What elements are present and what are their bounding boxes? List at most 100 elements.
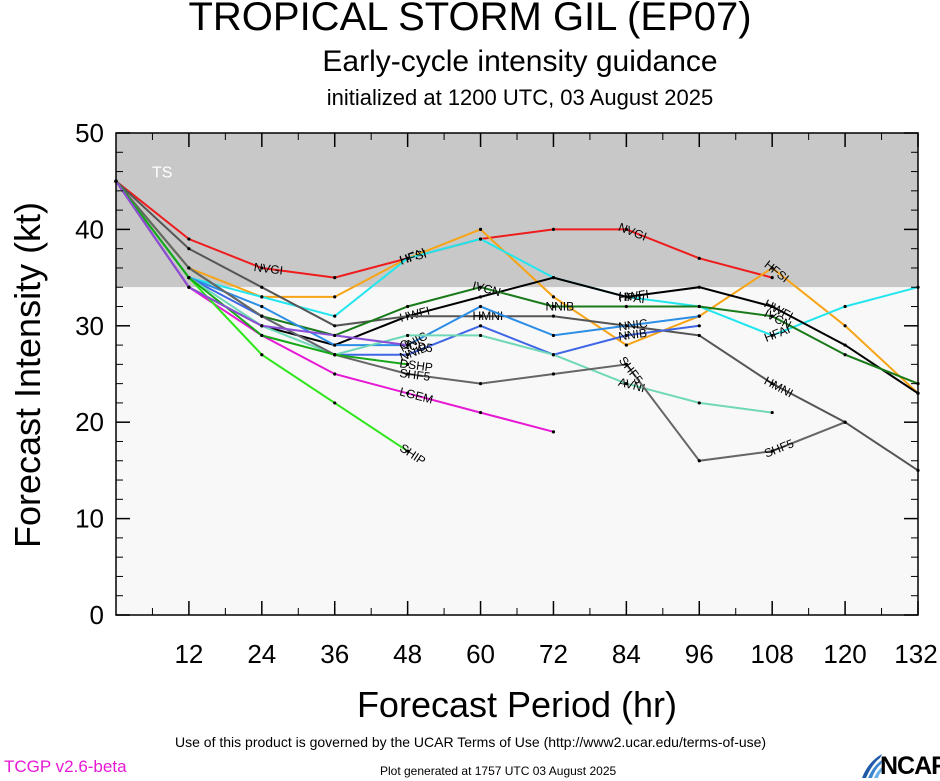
- axes: 0 10 20 30 40 50 12 24 36 48 60 72 84 96 108 120 132: [75, 118, 938, 669]
- data-point: [333, 324, 337, 328]
- series-line: [115, 180, 919, 337]
- x-tick-label: 36: [320, 639, 349, 669]
- data-point: [770, 266, 774, 270]
- data-point: [333, 401, 337, 405]
- data-point: [478, 410, 483, 415]
- data-point: [187, 247, 191, 251]
- data-point: [551, 314, 556, 318]
- data-point: [551, 333, 556, 338]
- data-point: [770, 333, 774, 338]
- data-point: [624, 333, 628, 338]
- data-point: [478, 227, 483, 231]
- data-point: [187, 276, 191, 280]
- data-point: [697, 324, 701, 328]
- band-0: [116, 133, 918, 288]
- data-point: [770, 304, 774, 309]
- data-point: [260, 333, 264, 338]
- data-point: [406, 314, 410, 318]
- data-point: [333, 314, 337, 318]
- data-point: [478, 237, 483, 241]
- data-point: [843, 304, 847, 309]
- series-label: DSHP: [399, 356, 434, 374]
- y-tick-label: 30: [75, 311, 104, 341]
- series-label: NNIC: [618, 316, 649, 334]
- series-label: HFAI: [618, 289, 646, 306]
- data-point: [697, 285, 701, 289]
- x-tick-label: 132: [894, 639, 937, 669]
- ncar-logo: NCAR: [860, 752, 940, 780]
- data-point: [333, 372, 337, 376]
- data-point: [260, 353, 264, 357]
- data-point: [478, 314, 483, 318]
- data-point: [406, 391, 410, 395]
- data-point: [624, 362, 628, 366]
- data-point: [406, 372, 410, 376]
- x-axis-label: Forecast Period (hr): [357, 684, 677, 725]
- data-point: [770, 449, 774, 453]
- data-point: [843, 343, 847, 347]
- x-tick-label: 24: [247, 639, 276, 669]
- data-point: [624, 324, 628, 328]
- version-text: TCGP v2.6-beta: [4, 757, 127, 776]
- x-tick-label: 84: [612, 639, 641, 669]
- terms-of-use-text: Use of this product is governed by the U…: [175, 734, 767, 750]
- data-point: [406, 449, 410, 453]
- data-point: [406, 362, 410, 366]
- data-point: [697, 459, 701, 463]
- data-point: [697, 314, 701, 318]
- data-point: [187, 266, 191, 270]
- data-point: [551, 304, 556, 309]
- data-point: [697, 401, 701, 405]
- data-point: [260, 266, 264, 270]
- data-point: [333, 353, 337, 357]
- x-tick-label: 120: [823, 639, 866, 669]
- x-tick-label: 72: [539, 639, 568, 669]
- data-point: [551, 295, 556, 299]
- y-axis-label: Forecast Intensity (kt): [7, 202, 48, 548]
- data-point: [333, 276, 337, 280]
- data-point: [333, 333, 337, 338]
- data-point: [624, 382, 628, 386]
- ncar-logo-word: NCAR: [880, 752, 940, 780]
- data-point: [260, 314, 264, 318]
- series-label: NNIB: [618, 326, 648, 344]
- series-label: OCD5: [399, 337, 434, 355]
- series-label: HMNI: [473, 309, 504, 323]
- series-label: HWFI: [618, 287, 650, 305]
- band-label: TS: [152, 165, 172, 182]
- chart-init-line: initialized at 1200 UTC, 03 August 2025: [326, 85, 714, 110]
- data-point: [697, 256, 701, 260]
- y-tick-label: 0: [90, 600, 104, 630]
- data-point: [187, 237, 191, 241]
- y-tick-label: 40: [75, 214, 104, 244]
- data-point: [406, 353, 410, 357]
- data-point: [551, 372, 556, 376]
- data-point: [770, 276, 774, 280]
- data-point: [333, 295, 337, 299]
- y-tick-label: 20: [75, 407, 104, 437]
- x-tick-label: 108: [750, 639, 793, 669]
- x-tick-label: 60: [466, 639, 495, 669]
- data-point: [406, 333, 410, 338]
- series-label: NNIB: [545, 300, 574, 314]
- data-point: [406, 343, 410, 347]
- x-tick-label: 96: [685, 639, 714, 669]
- series-label: HFSI: [398, 247, 428, 268]
- data-point: [478, 295, 483, 299]
- data-point: [697, 304, 701, 309]
- data-point: [478, 304, 483, 309]
- data-point: [624, 343, 628, 347]
- data-point: [551, 353, 556, 357]
- data-point: [406, 304, 410, 309]
- data-point: [843, 420, 847, 424]
- band-1: [116, 287, 918, 615]
- data-point: [770, 410, 774, 415]
- x-tick-label: 12: [174, 639, 203, 669]
- x-tick-label: 48: [393, 639, 422, 669]
- data-point: [843, 353, 847, 357]
- data-point: [260, 285, 264, 289]
- series-ocd5: OCD5: [114, 179, 434, 355]
- data-point: [551, 430, 556, 434]
- data-point: [624, 227, 628, 231]
